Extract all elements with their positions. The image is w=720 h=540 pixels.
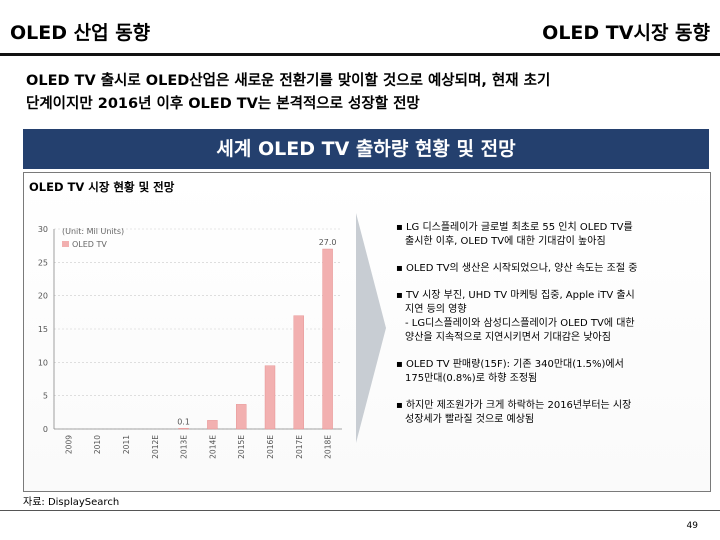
slide-title: OLED TV시장 동향 (542, 22, 710, 44)
x-tick-label: 2015E (237, 435, 246, 459)
bar (178, 428, 189, 430)
bullet-line: 지연 등의 영향 (405, 304, 467, 315)
chart-panel: OLED TV 시장 현황 및 전망 0 5 10 15 20 25 30 (Unit: Mi… (23, 172, 711, 492)
bullet-line: - LG디스플레이와 삼성디스플레이가 OLED TV에 대한 (405, 318, 635, 329)
x-tick-label: 2009 (64, 435, 73, 454)
x-tick-label: 2014E (208, 435, 217, 459)
x-tick-label: 2018E (324, 435, 333, 459)
y-tick-label: 10 (38, 358, 48, 367)
intro-line-2: 단계이지만 2016년 이후 OLED TV는 본격적으로 성장할 전망 (26, 96, 420, 112)
bar (322, 248, 333, 430)
bullet-line: ▪ OLED TV 판매량(15F): 기존 340만대(1.5%)에서 (396, 359, 624, 370)
bullet-line: 출시한 이후, OLED TV에 대한 기대감이 높아짐 (405, 236, 606, 247)
data-label: 27.0 (319, 238, 337, 247)
bullet-line: ▪ LG 디스플레이가 글로벌 최초로 55 인치 OLED TV를 (396, 222, 633, 233)
bar (264, 365, 276, 430)
bullet-item: ▪ OLED TV의 생산은 시작되었으나, 양산 속도는 조절 중 (396, 262, 701, 276)
arrow-right-icon (356, 213, 386, 443)
bar (293, 315, 304, 430)
panel-title: OLED TV 시장 현황 및 전망 (29, 180, 175, 194)
legend-swatch (62, 241, 69, 247)
source-note: 자료: DisplaySearch (23, 497, 120, 508)
x-tick-label: 2012E (151, 435, 160, 459)
x-tick-label: 2013E (180, 435, 189, 459)
y-tick-label: 0 (43, 425, 48, 434)
bullet-line: 175만대(0.8%)로 하향 조정됨 (405, 373, 538, 384)
x-tick-label: 2011 (122, 435, 131, 454)
x-tick-label: 2017E (295, 435, 304, 459)
y-tick-label: 30 (38, 225, 48, 234)
intro-text: OLED TV 출시로 OLED산업은 새로운 전환기를 맞이할 것으로 예상되… (26, 70, 706, 116)
x-tick-label: 2016E (266, 435, 275, 459)
bar (207, 420, 218, 430)
footer-divider (0, 510, 720, 511)
bullet-line: 성장세가 빨라질 것으로 예상됨 (405, 414, 535, 425)
bullet-line: 양산을 지속적으로 지연시키면서 기대감은 낮아짐 (405, 332, 611, 343)
y-tick-label: 20 (38, 292, 48, 301)
bullet-line: ▪ TV 시장 부진, UHD TV 마케팅 집중, Apple iTV 출시 (396, 290, 635, 301)
bullet-line: ▪ OLED TV의 생산은 시작되었으나, 양산 속도는 조절 중 (396, 263, 638, 274)
y-tick-label: 5 (43, 392, 48, 401)
data-label: 0.1 (177, 417, 190, 426)
legend-label: OLED TV (72, 240, 107, 249)
header-divider (0, 53, 720, 56)
bullet-line: ▪ 하지만 제조원가가 크게 하락하는 2016년부터는 시장 (396, 400, 632, 411)
unit-label: (Unit: Mil Units) (62, 227, 124, 236)
x-tick-label: 2010 (93, 435, 102, 454)
section-title: OLED 산업 동향 (10, 22, 151, 44)
y-tick-label: 25 (38, 258, 48, 267)
chart-banner: 세계 OLED TV 출하량 현황 및 전망 (23, 129, 709, 169)
y-tick-label: 15 (38, 325, 48, 334)
intro-line-1: OLED TV 출시로 OLED산업은 새로운 전환기를 맞이할 것으로 예상되… (26, 73, 551, 89)
bar (235, 404, 247, 430)
bullet-item: ▪ OLED TV 판매량(15F): 기존 340만대(1.5%)에서 175만… (396, 358, 701, 386)
page-number: 49 (686, 521, 698, 531)
bar-chart: 0 5 10 15 20 25 30 (Unit: Mil Units) OLED TV 2009… (38, 225, 342, 459)
